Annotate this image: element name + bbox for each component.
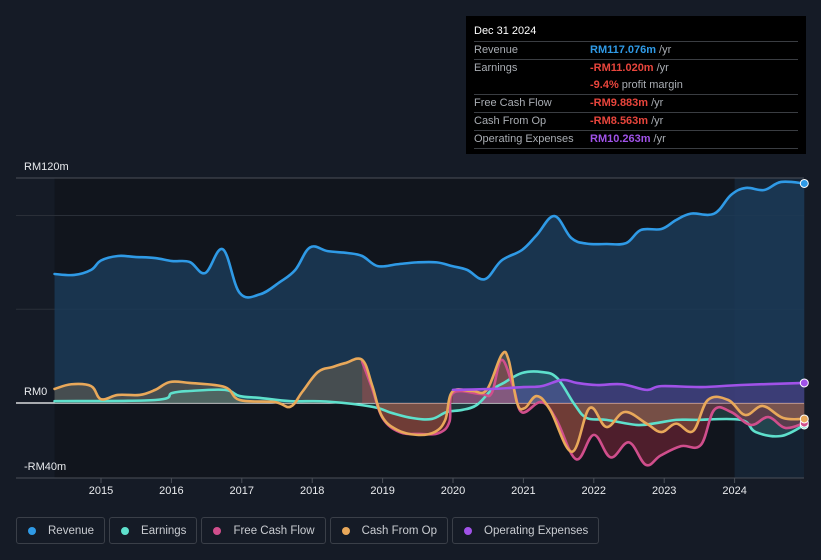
tooltip-unit: profit margin — [621, 79, 683, 91]
tooltip-label: Cash From Op — [474, 115, 547, 127]
tooltip-value: RM117.076m — [590, 44, 657, 56]
legend-label: Free Cash Flow — [233, 524, 315, 537]
tooltip-value: -RM11.020m — [590, 62, 654, 74]
earnings-area — [54, 371, 805, 437]
tooltip-value: -RM8.563m — [590, 115, 649, 127]
legend-item-operating-expenses[interactable]: Operating Expenses — [452, 517, 600, 544]
tooltip-row: Revenue RM117.076m/yr — [474, 42, 798, 60]
revenue-area — [54, 181, 805, 403]
tooltip-row: -9.4% profit margin — [474, 77, 798, 95]
y-tick-label: RM0 — [24, 386, 47, 398]
tooltip-value: RM10.263m — [590, 133, 651, 145]
legend-label: Cash From Op — [361, 524, 438, 537]
tooltip-value: -9.4% — [590, 79, 619, 91]
tooltip-unit: /yr — [651, 115, 664, 127]
legend-item-cash-from-op[interactable]: Cash From Op — [329, 517, 449, 544]
y-tick-label: RM120m — [24, 161, 69, 173]
tooltip-value: -RM9.883m — [590, 97, 649, 109]
operating-expenses-line — [451, 378, 806, 392]
legend-dot-icon — [464, 526, 473, 535]
x-tick-label: 2024 — [722, 485, 746, 497]
tooltip-date: Dec 31 2024 — [474, 22, 798, 42]
legend-item-earnings[interactable]: Earnings — [109, 517, 198, 544]
cash-from-op-end-marker — [799, 414, 809, 424]
cash-from-op-line — [53, 350, 806, 454]
revenue-line — [53, 180, 806, 299]
legend-item-revenue[interactable]: Revenue — [16, 517, 106, 544]
free-cash-flow-line — [360, 358, 806, 467]
tooltip-unit: /yr — [653, 133, 666, 145]
cash-from-op-area — [54, 351, 805, 452]
x-tick-label: 2016 — [159, 485, 183, 497]
tooltip-label: Operating Expenses — [474, 133, 574, 145]
x-tick-label: 2020 — [441, 485, 465, 497]
x-tick-label: 2022 — [582, 485, 606, 497]
legend-label: Operating Expenses — [484, 524, 589, 537]
tooltip-row: Earnings -RM11.020m/yr — [474, 60, 798, 77]
tooltip-label — [474, 77, 590, 94]
tooltip-unit: /yr — [651, 97, 664, 109]
tooltip-unit: /yr — [656, 62, 669, 74]
tooltip-unit: /yr — [659, 44, 672, 56]
earnings-line — [53, 370, 806, 438]
legend-dot-icon — [213, 526, 222, 535]
revenue-end-marker — [799, 178, 809, 188]
legend-dot-icon — [341, 526, 350, 535]
x-tick-label: 2021 — [511, 485, 535, 497]
legend-dot-icon — [121, 526, 130, 535]
tooltip-row: Free Cash Flow -RM9.883m/yr — [474, 95, 798, 113]
legend: Revenue Earnings Free Cash Flow Cash From O… — [16, 517, 600, 544]
tooltip-label: Earnings — [474, 62, 518, 74]
x-tick-label: 2023 — [652, 485, 676, 497]
tooltip-row: Operating Expenses RM10.263m/yr — [474, 131, 798, 149]
operating-expenses-end-marker — [799, 378, 809, 388]
tooltip-label: Revenue — [474, 44, 519, 56]
free-cash-flow-area — [362, 359, 805, 466]
x-tick-label: 2018 — [300, 485, 324, 497]
tooltip: Dec 31 2024 Revenue RM117.076m/yr Earnings… — [466, 16, 806, 154]
x-tick-label: 2019 — [370, 485, 394, 497]
x-tick-label: 2015 — [89, 485, 113, 497]
tooltip-label: Free Cash Flow — [474, 97, 552, 109]
legend-label: Earnings — [141, 524, 187, 537]
y-tick-label: -RM40m — [24, 461, 66, 473]
chart: RM120m RM0 -RM40m 2015 2016 2017 2018 2019 2020 2… — [16, 161, 809, 497]
legend-label: Revenue — [48, 524, 95, 537]
legend-item-free-cash-flow[interactable]: Free Cash Flow — [201, 517, 326, 544]
legend-dot-icon — [28, 526, 36, 535]
tooltip-row: Cash From Op -RM8.563m/yr — [474, 113, 798, 131]
x-tick-label: 2017 — [230, 485, 254, 497]
